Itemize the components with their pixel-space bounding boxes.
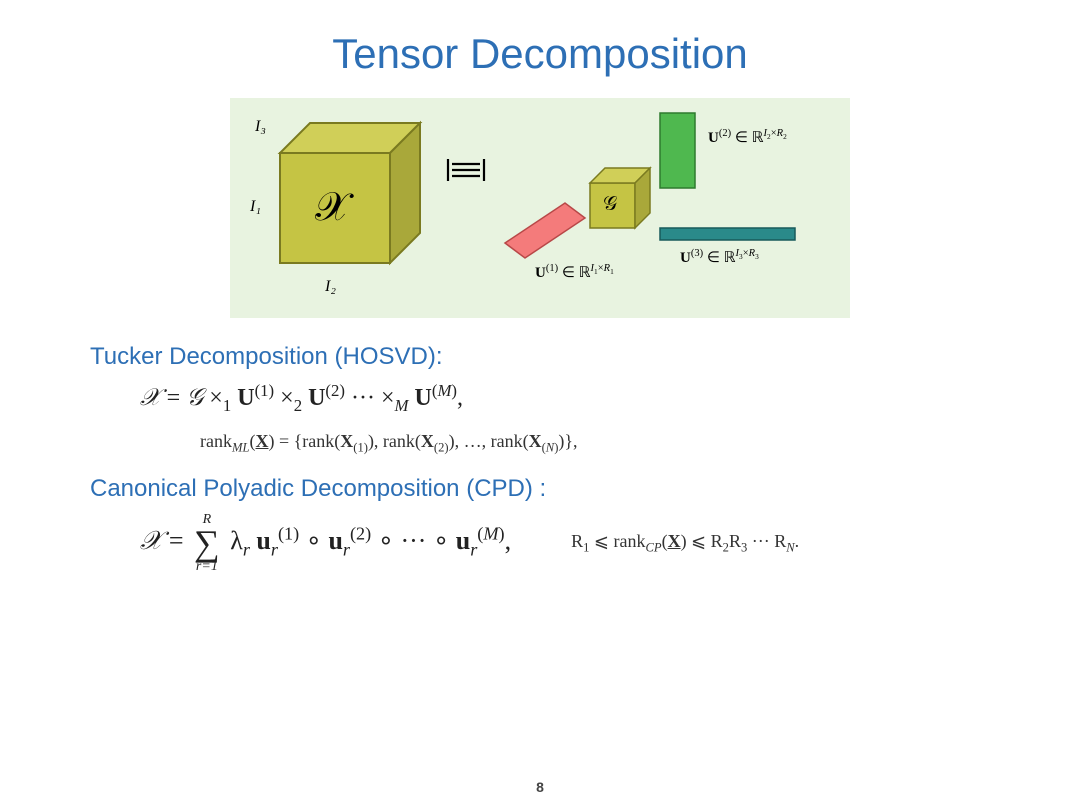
page-number: 8 bbox=[536, 779, 544, 795]
tucker-heading: Tucker Decomposition (HOSVD): bbox=[90, 343, 1040, 371]
dim-i1: I₁ bbox=[250, 198, 261, 216]
tucker-rank: rankML(X) = {rank(X(1)), rank(X(2)), …, … bbox=[200, 431, 1040, 456]
u2-label: U(2) ∈ ℝI2×R2 bbox=[708, 128, 787, 147]
cpd-row: 𝒳 = R∑r=1 λr ur(1) ∘ ur(2) ∘ ··· ∘ ur(M)… bbox=[140, 513, 1040, 573]
cpd-rank-bounds: R1 ⩽ rankCP(X) ⩽ R2R3 ··· RN. bbox=[571, 531, 799, 556]
tucker-equation: 𝒳 = 𝒢 ×1 U(1) ×2 U(2) ··· ×M U(M), bbox=[140, 381, 1040, 416]
tensor-x-label: 𝒳 bbox=[315, 183, 349, 230]
cpd-equation: 𝒳 = R∑r=1 λr ur(1) ∘ ur(2) ∘ ··· ∘ ur(M)… bbox=[140, 513, 511, 573]
dim-i3: I₃ bbox=[255, 118, 266, 136]
u1-label: U(1) ∈ ℝI1×R1 bbox=[535, 263, 614, 282]
core-g-label: 𝒢 bbox=[603, 193, 617, 216]
dim-i2: I₂ bbox=[325, 278, 336, 296]
cpd-heading: Canonical Polyadic Decomposition (CPD) : bbox=[90, 475, 1040, 503]
slide-title: Tensor Decomposition bbox=[40, 30, 1040, 78]
tucker-diagram: I₃ I₁ I₂ 𝒳 𝒢 U(1) ∈ ℝI1×R1 U(2) ∈ ℝI2×R2… bbox=[230, 98, 850, 318]
u3-label: U(3) ∈ ℝI3×R3 bbox=[680, 248, 759, 267]
